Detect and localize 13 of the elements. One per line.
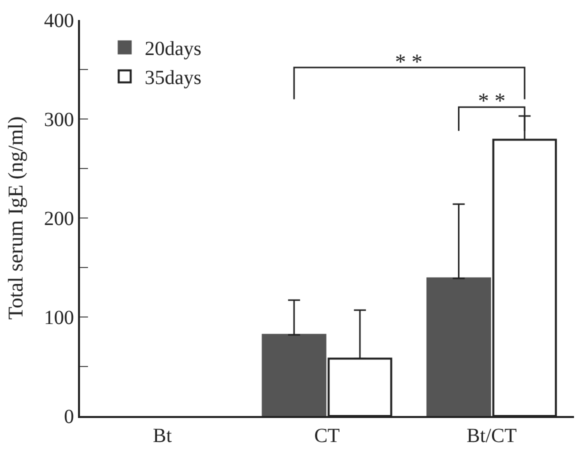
y-tick-label: 400	[44, 10, 74, 32]
y-axis-title: Total serum IgE (ng/ml)	[4, 116, 28, 320]
y-tick-label: 100	[44, 307, 74, 329]
x-tick-label: Bt	[152, 425, 172, 447]
annotation: * *	[478, 88, 506, 113]
y-tick-label: 0	[64, 406, 74, 428]
legend-label: 20days	[144, 38, 202, 60]
x-tick-label: Bt/CT	[466, 425, 517, 447]
annotation: * *	[395, 49, 422, 74]
x-tick-label: CT	[314, 425, 340, 447]
legend-label: 35days	[144, 67, 202, 90]
y-tick-label: 200	[44, 208, 74, 230]
y-tick-label: 300	[44, 109, 74, 131]
